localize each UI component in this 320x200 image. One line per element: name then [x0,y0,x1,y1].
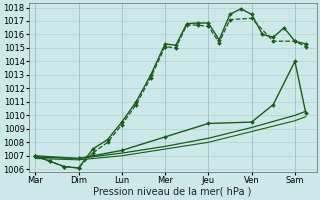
X-axis label: Pression niveau de la mer( hPa ): Pression niveau de la mer( hPa ) [93,187,252,197]
